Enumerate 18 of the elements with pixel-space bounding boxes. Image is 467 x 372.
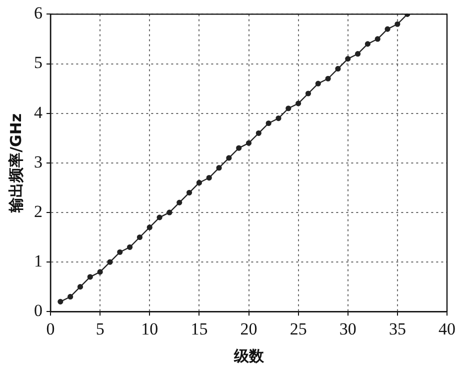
x-axis-title: 级数: [232, 346, 265, 365]
x-tick-label: 0: [46, 319, 55, 338]
x-tick-label: 40: [438, 319, 456, 338]
y-tick-label: 2: [34, 202, 42, 221]
x-tick-label: 20: [240, 319, 258, 338]
y-tick-label: 1: [34, 252, 42, 270]
x-tick-label: 5: [96, 319, 104, 338]
y-tick-label: 6: [34, 4, 42, 23]
x-tick-label: 25: [290, 319, 307, 338]
x-tick-label: 30: [339, 319, 356, 338]
x-tick-label: 35: [388, 319, 406, 338]
y-tick-label: 4: [34, 102, 43, 122]
y-tick-label: 3: [34, 152, 42, 172]
y-tick-label: 0: [34, 301, 42, 320]
x-tick-label: 10: [141, 319, 158, 338]
x-tick-label: 15: [190, 319, 208, 338]
y-tick-label: 5: [34, 53, 42, 72]
y-axis-title: 输出频率/GHz: [6, 113, 25, 214]
